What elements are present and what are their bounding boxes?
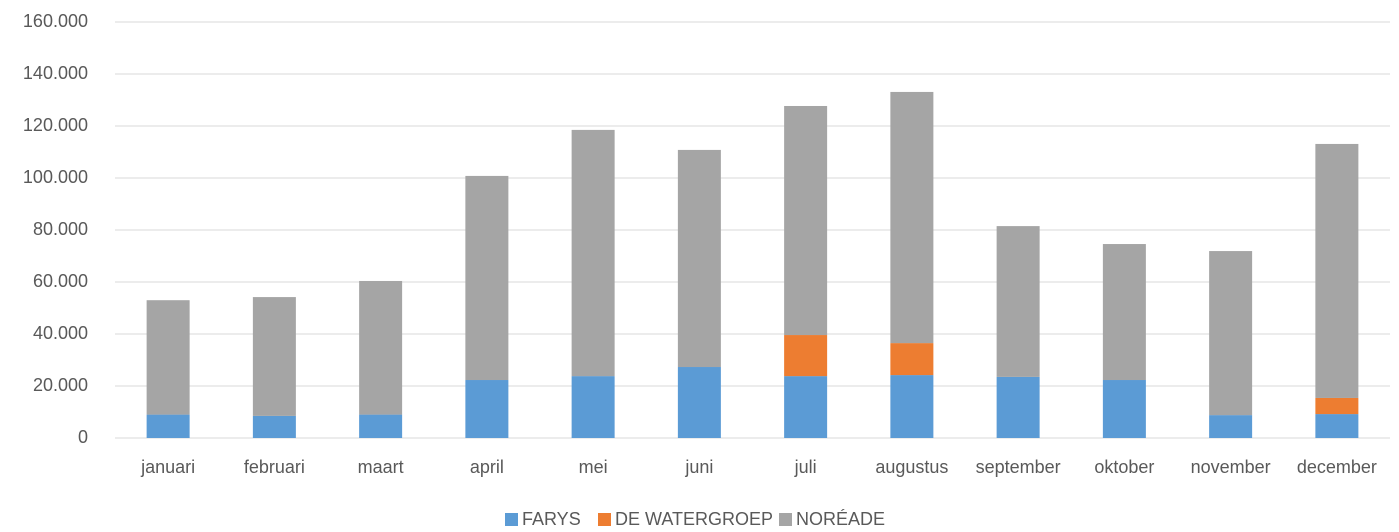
bar-segment (359, 280, 403, 415)
bar-segment (677, 367, 721, 438)
y-tick-label: 100.000 (23, 167, 88, 187)
bar-segment (146, 414, 190, 438)
bar-segment (996, 226, 1040, 377)
x-tick-label: oktober (1094, 457, 1154, 477)
legend-label: DE WATERGROEP (615, 509, 773, 529)
legend-swatch (505, 513, 518, 526)
bar-segment (1315, 397, 1359, 415)
bar-segment (1102, 244, 1146, 381)
x-tick-label: november (1191, 457, 1271, 477)
y-tick-label: 140.000 (23, 63, 88, 83)
y-tick-label: 160.000 (23, 11, 88, 31)
bar-segment (784, 376, 828, 438)
y-tick-label: 40.000 (33, 323, 88, 343)
x-tick-label: december (1297, 457, 1377, 477)
legend-label: FARYS (522, 509, 581, 529)
bar-segment (890, 375, 934, 438)
bar-segment (1315, 143, 1359, 398)
bar-segment (252, 415, 296, 438)
legend-label: NORÉADE (796, 509, 885, 529)
bar-segment (1102, 380, 1146, 438)
bar-segment (252, 297, 296, 416)
x-tick-label: februari (244, 457, 305, 477)
bar-segment (571, 376, 615, 438)
y-tick-label: 80.000 (33, 219, 88, 239)
x-tick-label: maart (358, 457, 404, 477)
bar-segment (677, 149, 721, 368)
legend-swatch (779, 513, 792, 526)
bar-segment (890, 343, 934, 376)
y-tick-label: 20.000 (33, 375, 88, 395)
x-tick-label: augustus (875, 457, 948, 477)
x-tick-label: januari (140, 457, 195, 477)
bar-segment (996, 376, 1040, 438)
bar-segment (1209, 251, 1253, 416)
bar-segment (571, 129, 615, 377)
bar-segment (465, 175, 509, 381)
x-tick-label: juni (684, 457, 713, 477)
bar-segment (1315, 414, 1359, 438)
bar-segment (784, 335, 828, 377)
bar-segment (784, 105, 828, 336)
x-tick-label: september (976, 457, 1061, 477)
bar-segment (1209, 415, 1253, 438)
x-tick-label: juli (794, 457, 817, 477)
bar-segment (890, 91, 934, 344)
x-tick-label: april (470, 457, 504, 477)
y-tick-label: 0 (78, 427, 88, 447)
y-tick-label: 60.000 (33, 271, 88, 291)
x-tick-label: mei (579, 457, 608, 477)
y-tick-label: 120.000 (23, 115, 88, 135)
bar-segment (465, 380, 509, 438)
legend-swatch (598, 513, 611, 526)
bar-segment (146, 300, 190, 415)
bar-segment (359, 414, 403, 438)
